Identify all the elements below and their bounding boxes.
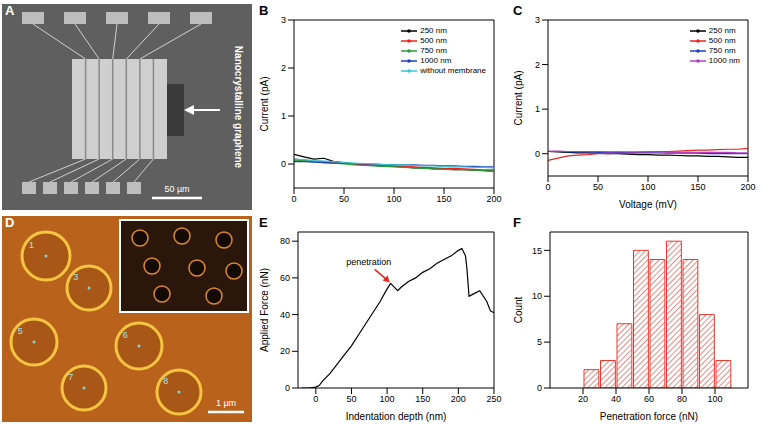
svg-text:8: 8 bbox=[163, 376, 168, 386]
svg-text:0: 0 bbox=[281, 159, 286, 169]
svg-text:Current (pA): Current (pA) bbox=[259, 76, 270, 131]
svg-text:5: 5 bbox=[537, 337, 542, 347]
svg-text:3: 3 bbox=[73, 272, 78, 282]
svg-text:0: 0 bbox=[285, 383, 290, 393]
svg-text:2: 2 bbox=[535, 60, 540, 70]
svg-text:Voltage (mV): Voltage (mV) bbox=[619, 199, 677, 210]
svg-text:50: 50 bbox=[339, 194, 349, 204]
svg-text:40: 40 bbox=[611, 394, 621, 404]
html-text:250 nm: 250 nm bbox=[708, 26, 736, 35]
svg-text:250: 250 bbox=[486, 394, 501, 404]
svg-text:1: 1 bbox=[29, 240, 34, 250]
html-text:500 nm: 500 nm bbox=[708, 36, 736, 45]
svg-text:Penetration force (nN): Penetration force (nN) bbox=[600, 411, 698, 422]
svg-text:40: 40 bbox=[280, 310, 290, 320]
svg-text:60: 60 bbox=[644, 394, 654, 404]
html-text:C: C bbox=[513, 3, 523, 18]
svg-text:1: 1 bbox=[535, 104, 540, 114]
svg-text:0: 0 bbox=[291, 194, 296, 204]
html-text:A: A bbox=[5, 3, 15, 18]
html-text:750 nm: 750 nm bbox=[420, 46, 447, 55]
html-text:500 nm: 500 nm bbox=[420, 36, 447, 45]
svg-text:3: 3 bbox=[535, 15, 540, 25]
svg-text:0: 0 bbox=[537, 383, 542, 393]
html-text:F: F bbox=[513, 215, 521, 230]
svg-text:150: 150 bbox=[690, 182, 705, 192]
svg-text:200: 200 bbox=[486, 194, 501, 204]
svg-text:150: 150 bbox=[415, 394, 430, 404]
html-text:B: B bbox=[259, 3, 269, 18]
svg-text:1 µm: 1 µm bbox=[216, 398, 236, 408]
svg-text:Applied Force (nN): Applied Force (nN) bbox=[259, 268, 270, 352]
svg-text:2: 2 bbox=[281, 63, 286, 73]
html-text:E: E bbox=[259, 215, 268, 230]
svg-text:60: 60 bbox=[280, 273, 290, 283]
svg-text:200: 200 bbox=[451, 394, 466, 404]
svg-text:100: 100 bbox=[380, 394, 395, 404]
svg-text:0: 0 bbox=[313, 394, 318, 404]
svg-text:6: 6 bbox=[123, 330, 128, 340]
svg-text:50 µm: 50 µm bbox=[164, 184, 189, 194]
svg-text:80: 80 bbox=[280, 236, 290, 246]
svg-text:15: 15 bbox=[532, 246, 542, 256]
svg-text:Current (pA): Current (pA) bbox=[513, 70, 524, 125]
html-text:1000 nm: 1000 nm bbox=[420, 56, 452, 65]
svg-text:100: 100 bbox=[707, 394, 722, 404]
svg-text:10: 10 bbox=[532, 291, 542, 301]
svg-text:1: 1 bbox=[281, 111, 286, 121]
svg-text:20: 20 bbox=[578, 394, 588, 404]
html-text:D: D bbox=[5, 215, 15, 230]
html-text:250 nm: 250 nm bbox=[420, 26, 447, 35]
svg-text:Indentation depth (nm): Indentation depth (nm) bbox=[346, 411, 447, 422]
svg-text:80: 80 bbox=[677, 394, 687, 404]
svg-text:50: 50 bbox=[593, 182, 603, 192]
svg-text:200: 200 bbox=[740, 182, 755, 192]
svg-text:3: 3 bbox=[281, 15, 286, 25]
svg-text:Count: Count bbox=[513, 296, 524, 323]
svg-text:0: 0 bbox=[535, 149, 540, 159]
svg-text:Nanocrystalline graphene: Nanocrystalline graphene bbox=[233, 46, 244, 169]
html-text:750 nm: 750 nm bbox=[708, 46, 736, 55]
svg-text:5: 5 bbox=[18, 326, 23, 336]
svg-text:100: 100 bbox=[640, 182, 655, 192]
svg-text:0: 0 bbox=[545, 182, 550, 192]
html-text:1000 nm: 1000 nm bbox=[708, 56, 740, 65]
svg-text:100: 100 bbox=[386, 194, 401, 204]
html-text:without membrane: without membrane bbox=[420, 66, 486, 75]
svg-text:20: 20 bbox=[280, 346, 290, 356]
svg-text:150: 150 bbox=[436, 194, 451, 204]
svg-text:penetration: penetration bbox=[346, 257, 391, 267]
svg-text:7: 7 bbox=[68, 372, 73, 382]
svg-text:50: 50 bbox=[346, 394, 356, 404]
